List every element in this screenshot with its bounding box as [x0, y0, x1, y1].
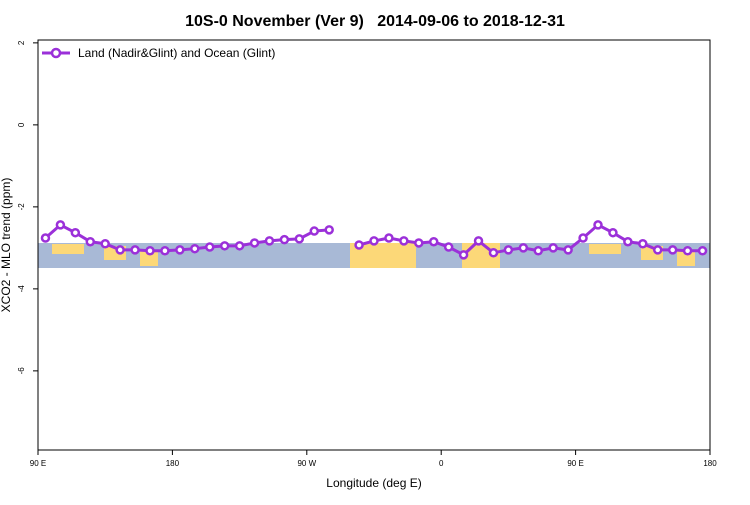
data-point [503, 245, 514, 255]
x-tick-label: 90 E [567, 459, 583, 468]
data-point [264, 236, 275, 246]
data-point [638, 239, 648, 249]
x-tick-label: 90 E [30, 459, 46, 468]
data-point [399, 236, 409, 246]
data-point [324, 225, 334, 235]
data-point [443, 242, 454, 252]
data-point [294, 234, 305, 244]
data-point [428, 236, 439, 247]
data-point [608, 227, 618, 238]
data-point [130, 245, 140, 255]
data-point [160, 245, 170, 256]
data-point [593, 220, 603, 230]
y-tick-label: -6 [17, 367, 26, 375]
chart-title: 10S-0 November (Ver 9) 2014-09-06 to 201… [185, 13, 565, 30]
map-background [38, 243, 710, 268]
data-point [85, 236, 96, 247]
x-tick-label: 0 [439, 459, 444, 468]
data-point [145, 245, 155, 256]
data-point [354, 240, 364, 250]
y-tick-label: -4 [17, 285, 26, 293]
data-point [652, 245, 663, 255]
x-axis-label: Longitude (deg E) [326, 476, 421, 490]
data-point [667, 245, 678, 255]
y-tick-label: 0 [17, 122, 26, 127]
y-axis-label: XCO2 - MLO trend (ppm) [0, 178, 13, 313]
x-tick-label: 180 [166, 459, 180, 468]
plot-frame [37, 39, 711, 451]
x-tick-label: 180 [703, 459, 717, 468]
y-tick-label: -2 [17, 203, 26, 211]
data-point [369, 236, 379, 246]
x-tick-label: 90 W [297, 459, 316, 468]
data-point [697, 245, 708, 256]
data-point [204, 242, 215, 252]
data-point [309, 226, 320, 236]
data-point [682, 245, 693, 256]
data-point [175, 245, 185, 255]
data-point [414, 238, 424, 248]
data-point [234, 241, 245, 251]
data-point [70, 227, 81, 238]
data-point [458, 250, 469, 260]
legend-marker [50, 47, 62, 59]
data-point [548, 243, 558, 253]
data-point [578, 233, 588, 243]
data-point [219, 241, 230, 251]
y-tick-label: 2 [17, 40, 26, 45]
data-point [473, 236, 484, 246]
data-point [384, 233, 394, 243]
data-point [279, 234, 290, 245]
data-point [518, 243, 529, 253]
data-point [533, 245, 544, 256]
data-point [100, 239, 110, 249]
data-point [190, 243, 200, 254]
data-point [488, 248, 499, 258]
data-point [40, 233, 51, 243]
data-point [115, 245, 125, 255]
legend-label: Land (Nadir&Glint) and Ocean (Glint) [78, 46, 275, 60]
data-point [623, 236, 633, 247]
data-point [249, 238, 260, 248]
data-point [563, 245, 573, 255]
data-point [55, 220, 66, 230]
